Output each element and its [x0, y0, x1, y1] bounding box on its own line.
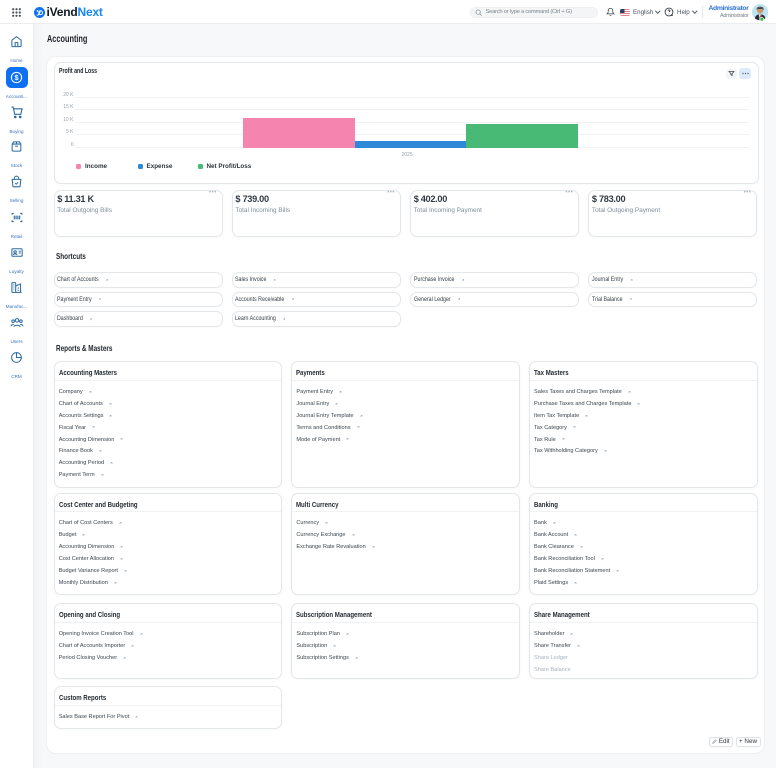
svg-text:$: $	[14, 73, 18, 82]
